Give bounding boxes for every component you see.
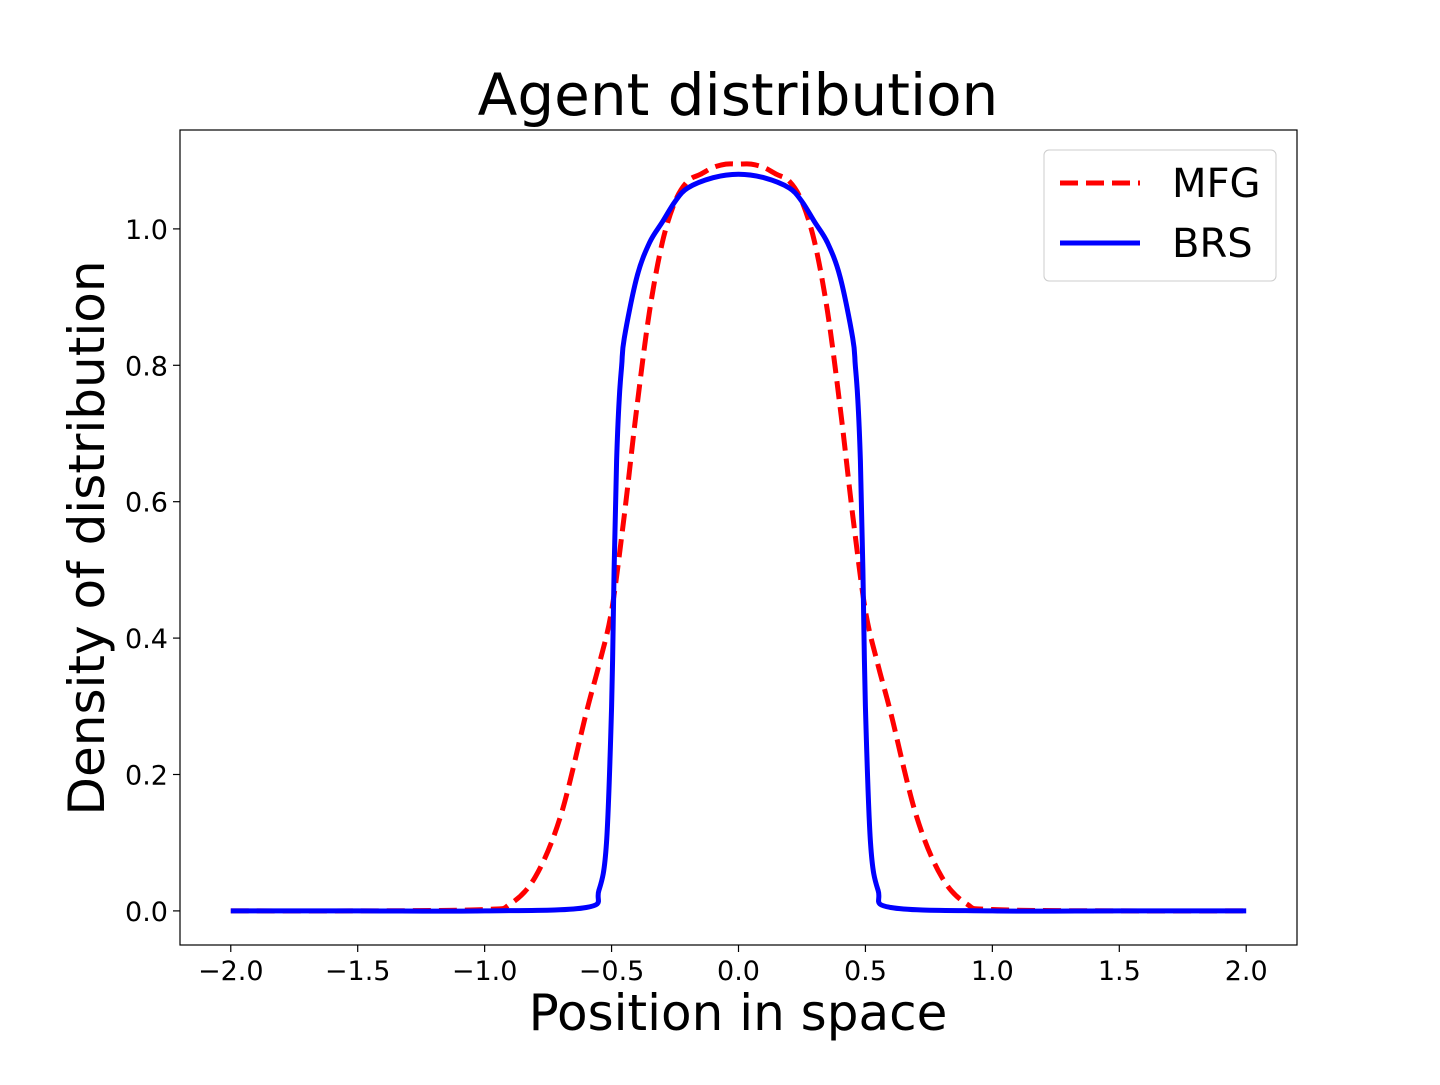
- x-axis-ticks: −2.0 −1.5 −1.0 −0.5 0.0 0.5 1.0 1.5 2.0: [198, 945, 1268, 987]
- legend-label-brs: BRS: [1172, 221, 1253, 267]
- x-tick-label: −0.5: [579, 956, 645, 987]
- x-tick-label: 0.5: [844, 956, 887, 987]
- y-tick-label: 0.4: [125, 624, 168, 655]
- x-tick-label: 1.5: [1098, 956, 1141, 987]
- legend-label-mfg: MFG: [1172, 161, 1261, 207]
- legend: MFG BRS: [1043, 149, 1277, 282]
- x-tick-label: −1.5: [325, 956, 391, 987]
- x-tick-label: 1.0: [971, 956, 1014, 987]
- y-axis-ticks: 0.0 0.2 0.4 0.6 0.8 1.0: [125, 215, 180, 928]
- x-tick-label: −1.0: [452, 956, 518, 987]
- x-tick-label: 0.0: [717, 956, 760, 987]
- series-line-mfg: [230, 161, 1247, 914]
- chart-title: Agent distribution: [478, 61, 999, 129]
- y-tick-label: 0.2: [125, 760, 168, 791]
- y-tick-label: 0.0: [125, 897, 168, 928]
- y-tick-label: 0.6: [125, 488, 168, 519]
- series-layer: [230, 161, 1247, 914]
- x-tick-label: −2.0: [198, 956, 264, 987]
- x-axis-label: Position in space: [529, 984, 948, 1042]
- y-axis-label: Density of distribution: [58, 260, 116, 815]
- y-tick-label: 1.0: [125, 215, 168, 246]
- y-tick-label: 0.8: [125, 351, 168, 382]
- x-tick-label: 2.0: [1225, 956, 1268, 987]
- series-line-brs: [230, 171, 1247, 914]
